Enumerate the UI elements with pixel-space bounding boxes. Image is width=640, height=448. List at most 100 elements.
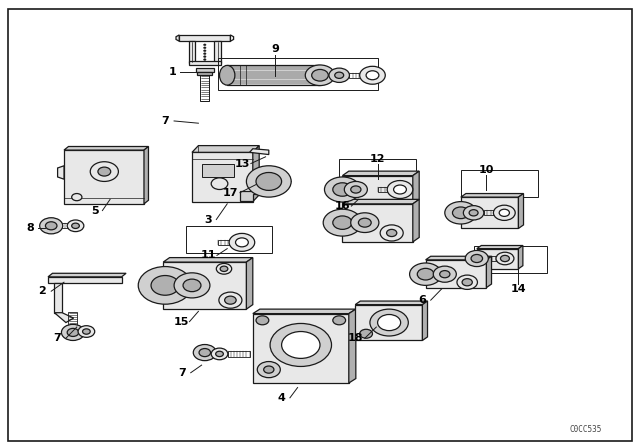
Polygon shape <box>192 152 253 202</box>
Circle shape <box>378 314 401 331</box>
Polygon shape <box>227 65 320 85</box>
Circle shape <box>229 233 255 251</box>
Circle shape <box>199 349 211 357</box>
Circle shape <box>351 213 379 233</box>
Circle shape <box>174 273 210 298</box>
Polygon shape <box>518 246 523 269</box>
Circle shape <box>452 207 469 219</box>
Polygon shape <box>253 146 259 202</box>
Text: 15: 15 <box>173 317 189 327</box>
Bar <box>202 164 234 177</box>
Polygon shape <box>342 171 419 176</box>
Circle shape <box>219 292 242 308</box>
Text: 3: 3 <box>204 215 212 224</box>
Polygon shape <box>176 35 179 41</box>
Circle shape <box>351 186 361 193</box>
Polygon shape <box>163 262 246 309</box>
Polygon shape <box>342 204 413 242</box>
Polygon shape <box>355 301 428 305</box>
Circle shape <box>193 345 216 361</box>
Circle shape <box>257 362 280 378</box>
Circle shape <box>256 172 282 190</box>
Text: 11: 11 <box>200 250 216 260</box>
Circle shape <box>45 222 57 230</box>
Polygon shape <box>48 273 126 277</box>
Bar <box>488 256 499 261</box>
Circle shape <box>471 254 483 263</box>
Bar <box>218 240 236 245</box>
Circle shape <box>440 271 450 278</box>
Text: 12: 12 <box>370 154 385 164</box>
Circle shape <box>465 250 488 267</box>
Ellipse shape <box>220 65 235 85</box>
Polygon shape <box>342 199 419 204</box>
Circle shape <box>463 206 484 220</box>
Circle shape <box>204 59 206 60</box>
Polygon shape <box>144 146 148 204</box>
Circle shape <box>204 44 206 46</box>
Circle shape <box>72 194 82 201</box>
Circle shape <box>380 225 403 241</box>
Circle shape <box>305 65 335 86</box>
Circle shape <box>216 263 232 274</box>
Polygon shape <box>477 249 518 269</box>
Circle shape <box>282 332 320 358</box>
Circle shape <box>500 255 509 262</box>
Circle shape <box>67 220 84 232</box>
Polygon shape <box>189 61 221 65</box>
Polygon shape <box>189 41 195 63</box>
Circle shape <box>204 56 206 57</box>
Text: C0CC535: C0CC535 <box>570 425 602 434</box>
Polygon shape <box>413 199 419 242</box>
Circle shape <box>335 72 344 78</box>
Polygon shape <box>58 166 64 179</box>
Polygon shape <box>422 301 428 340</box>
Circle shape <box>499 209 509 216</box>
Polygon shape <box>426 256 492 260</box>
Circle shape <box>270 323 332 366</box>
Circle shape <box>366 71 379 80</box>
Text: 18: 18 <box>348 333 364 343</box>
Circle shape <box>67 328 79 336</box>
Circle shape <box>394 185 406 194</box>
Text: 9: 9 <box>271 44 279 54</box>
Text: 7: 7 <box>54 333 61 343</box>
Circle shape <box>183 279 201 292</box>
Circle shape <box>246 166 291 197</box>
Circle shape <box>40 218 63 234</box>
Text: 5: 5 <box>91 206 99 215</box>
Circle shape <box>138 267 192 304</box>
Text: 4: 4 <box>278 393 285 403</box>
Text: 2: 2 <box>38 286 45 296</box>
Text: 13: 13 <box>234 159 250 168</box>
Polygon shape <box>192 146 259 152</box>
Circle shape <box>211 178 228 190</box>
Circle shape <box>90 162 118 181</box>
Circle shape <box>323 209 362 236</box>
Polygon shape <box>413 171 419 204</box>
Polygon shape <box>349 309 356 383</box>
Circle shape <box>83 329 90 334</box>
Polygon shape <box>461 194 524 197</box>
Text: 17: 17 <box>223 188 238 198</box>
Text: 1: 1 <box>169 67 177 77</box>
Circle shape <box>344 181 367 198</box>
Circle shape <box>204 47 206 49</box>
Text: 10: 10 <box>479 165 494 175</box>
Polygon shape <box>426 260 486 288</box>
Polygon shape <box>246 258 253 309</box>
Polygon shape <box>477 246 523 249</box>
Polygon shape <box>54 283 62 313</box>
Circle shape <box>496 252 514 265</box>
Circle shape <box>151 276 179 295</box>
Circle shape <box>236 238 248 247</box>
Circle shape <box>360 66 385 84</box>
Text: 14: 14 <box>511 284 526 294</box>
Bar <box>349 73 366 78</box>
Circle shape <box>445 202 477 224</box>
Circle shape <box>256 316 269 325</box>
Circle shape <box>225 296 236 304</box>
Polygon shape <box>196 68 214 72</box>
Circle shape <box>329 68 349 82</box>
Polygon shape <box>355 305 422 340</box>
